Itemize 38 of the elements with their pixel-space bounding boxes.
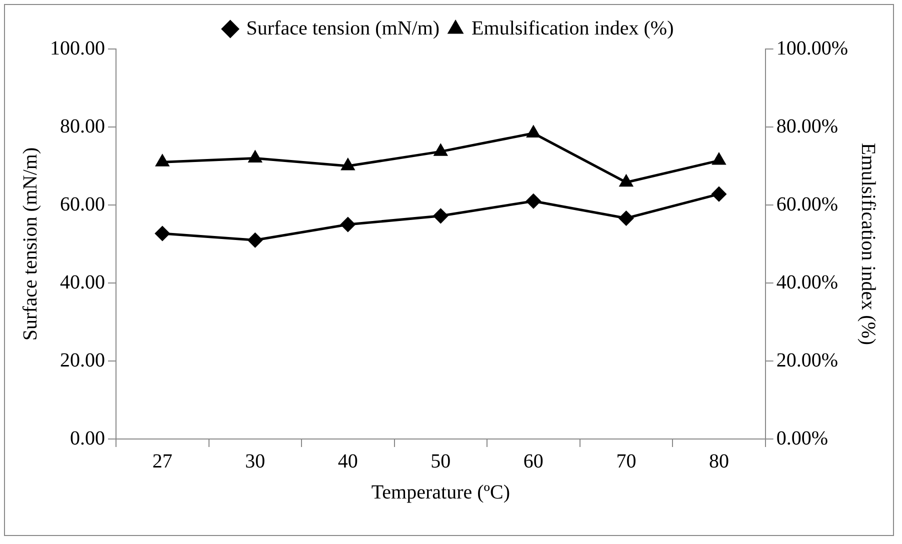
point xyxy=(434,144,448,156)
x-axis-title: Temperature (ºC) xyxy=(371,481,510,504)
point xyxy=(712,153,726,165)
y-axis-title: Surface tension (mN/m) xyxy=(19,147,42,341)
point xyxy=(341,158,354,170)
point xyxy=(526,126,540,138)
x-tick-label: 70 xyxy=(616,450,636,472)
y-tick-label: 60.00 xyxy=(60,193,105,216)
legend-label: Surface tension (mN/m) xyxy=(246,17,440,40)
point xyxy=(156,154,169,166)
y2-tick-label: 80.00% xyxy=(776,115,838,138)
y2-tick-label: 0.00% xyxy=(776,427,828,450)
x-tick-label: 80 xyxy=(708,450,729,472)
y-tick-label: 40.00 xyxy=(60,271,105,294)
point xyxy=(248,232,262,248)
point xyxy=(712,186,726,202)
y2-tick-label: 40.00% xyxy=(776,271,838,294)
point xyxy=(433,208,448,224)
point xyxy=(618,211,634,226)
y-tick-label: 100.00 xyxy=(50,37,105,60)
point xyxy=(340,217,356,232)
x-tick-label: 50 xyxy=(430,450,451,472)
y2-tick-label: 60.00% xyxy=(776,193,838,216)
y-tick-label: 20.00 xyxy=(60,349,105,372)
point xyxy=(155,226,170,241)
x-tick-label: 60 xyxy=(523,450,544,472)
y2-tick-label: 20.00% xyxy=(776,349,838,372)
y2-axis-title: Emulsification index (%) xyxy=(856,142,879,346)
y-tick-label: 80.00 xyxy=(60,115,105,138)
x-tick-label: 30 xyxy=(245,450,266,472)
x-tick-label: 27 xyxy=(152,450,172,472)
legend-label: Emulsification index (%) xyxy=(472,17,674,40)
y2-tick-label: 100.00% xyxy=(776,37,848,60)
x-tick-label: 40 xyxy=(338,450,358,472)
point xyxy=(248,150,262,162)
point xyxy=(620,175,633,187)
y-tick-label: 0.00 xyxy=(70,427,105,450)
point xyxy=(526,194,541,208)
